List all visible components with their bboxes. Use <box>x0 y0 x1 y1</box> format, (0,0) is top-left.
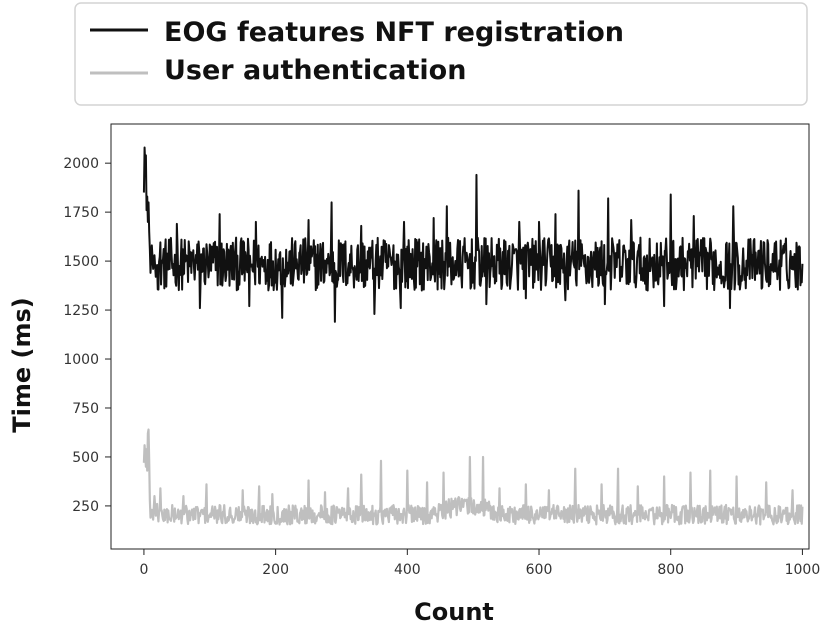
legend-label-nft-registration: EOG features NFT registration <box>164 17 624 48</box>
x-tick-label: 200 <box>262 562 289 578</box>
axis-layer: 0 200 400 600 800 1000 250 500 750 1000 1250 1500 17… <box>63 156 820 578</box>
y-axis-title: Time (ms) <box>8 297 36 432</box>
y-tick-label: 500 <box>72 450 99 466</box>
y-tick-label: 1250 <box>63 303 99 319</box>
series-line-user-authentication <box>142 428 804 526</box>
y-tick-label: 250 <box>72 499 99 515</box>
y-tick-label: 1000 <box>63 352 99 368</box>
legend: EOG features NFT registration User authe… <box>74 2 808 106</box>
x-tick-label: 600 <box>526 562 553 578</box>
x-tick-label: 0 <box>139 562 148 578</box>
legend-frame <box>74 2 808 106</box>
legend-label-user-authentication: User authentication <box>164 55 466 86</box>
y-tick-label: 2000 <box>63 156 99 172</box>
series-line-nft-registration <box>142 146 804 323</box>
x-tick-label: 400 <box>394 562 421 578</box>
y-tick-label: 750 <box>72 401 99 417</box>
plot-area <box>110 123 810 550</box>
y-tick-label: 1750 <box>63 205 99 221</box>
x-tick-label: 800 <box>657 562 684 578</box>
x-axis-title: Count <box>414 598 494 626</box>
y-tick-label: 1500 <box>63 254 99 270</box>
x-tick-label: 1000 <box>785 562 821 578</box>
series-layer <box>142 146 804 526</box>
